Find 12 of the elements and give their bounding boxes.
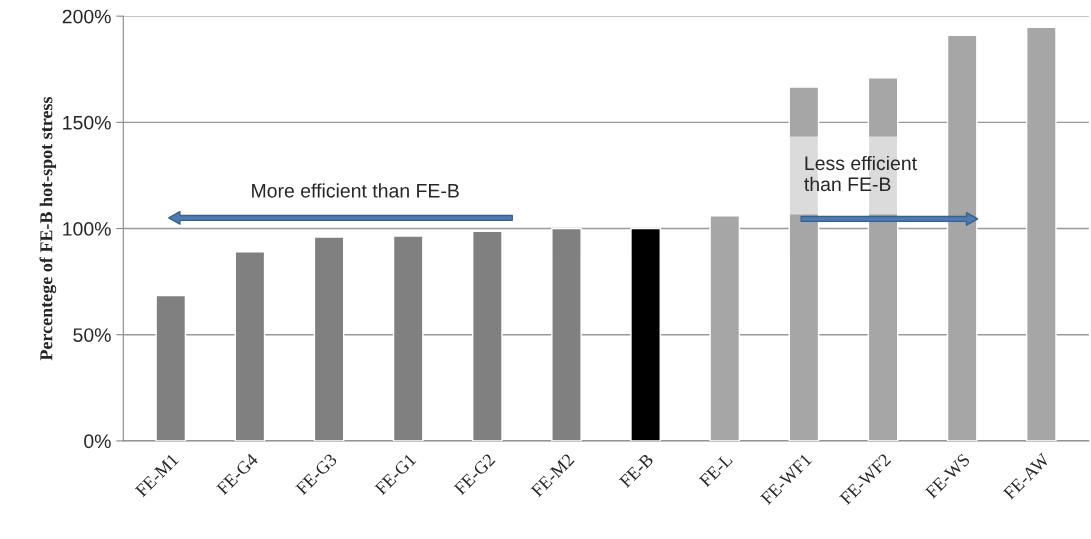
- y-tick-label: 200%: [62, 9, 111, 24]
- annotation: Less efficient than FE-B: [804, 155, 917, 192]
- bar: [630, 227, 661, 441]
- y-tick-label: 100%: [63, 222, 111, 236]
- y-tick-label: 50%: [73, 328, 111, 342]
- y-tick-label: 150%: [63, 115, 111, 130]
- y-axis-title: Percentege of FE-B hot-spot stress: [39, 96, 57, 361]
- bar: [709, 215, 741, 441]
- y-tick-label: 0%: [84, 434, 111, 449]
- bar: [1025, 26, 1057, 441]
- annotation: More efficient than FE-B: [252, 183, 459, 198]
- bar: [946, 34, 978, 441]
